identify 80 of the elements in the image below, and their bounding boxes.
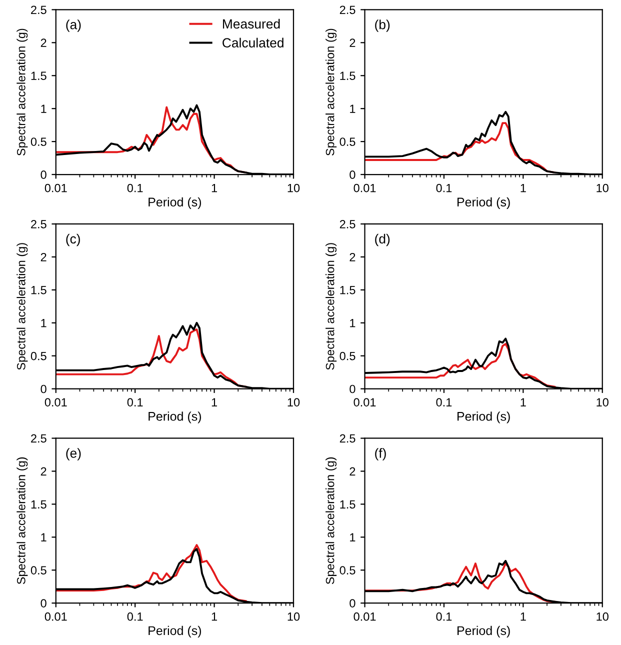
x-tick-label: 1: [212, 612, 217, 621]
y-tick-label: 1: [350, 533, 356, 542]
x-tick-label: 1: [520, 398, 526, 406]
x-tick-label: 0.1: [127, 184, 143, 192]
y-tick-label: 2: [40, 38, 46, 47]
y-tick-label: 1.5: [340, 500, 356, 509]
y-tick-label: 2: [40, 252, 46, 262]
y-axis-title: Spectral acceleration (g): [16, 457, 28, 584]
y-tick-label: 1.5: [31, 500, 46, 509]
annotation: (a): [66, 20, 81, 32]
x-axis-title: Period (s): [148, 197, 202, 209]
y-tick-label: 0: [40, 599, 46, 608]
y-tick-label: 1.5: [340, 286, 356, 294]
y-tick-label: 1: [41, 319, 46, 328]
y-tick-label: 1.5: [31, 286, 46, 294]
y-axis-title: Spectral acceleration (g): [16, 28, 28, 156]
x-tick-label: 0.01: [354, 398, 376, 406]
x-tick-label: 0.1: [127, 398, 143, 406]
x-axis-title: Period (s): [148, 626, 202, 638]
x-tick-label: 0.1: [127, 612, 143, 621]
x-tick-label: 0.01: [354, 184, 376, 192]
y-tick-label: 1: [41, 104, 46, 113]
y-axis-title: Spectral acceleration (g): [16, 243, 28, 370]
x-tick-label: 0.01: [354, 612, 376, 621]
y-tick-label: 1.5: [31, 72, 46, 80]
annotation: (f): [375, 448, 386, 460]
x-axis-title: Period (s): [148, 412, 202, 424]
y-tick-label: 2.5: [31, 434, 46, 443]
x-axis-title: Period (s): [458, 197, 510, 209]
y-tick-label: 2.5: [340, 6, 356, 14]
annotation: (d): [375, 234, 390, 246]
x-tick-label: 1: [520, 612, 526, 621]
y-tick-label: 0.5: [30, 352, 46, 360]
y-tick-label: 2: [350, 38, 356, 47]
x-tick-label: 10: [288, 184, 300, 192]
annotation: (c): [66, 234, 80, 246]
x-tick-label: 0.01: [44, 184, 67, 192]
legend-label: Calculated: [222, 38, 284, 48]
x-tick-label: 10: [596, 184, 608, 192]
y-tick-label: 0.5: [340, 352, 356, 360]
legend-label: Measured: [222, 18, 280, 29]
y-tick-label: 2: [40, 467, 46, 476]
y-tick-label: 0: [350, 170, 356, 179]
y-tick-label: 2.5: [31, 6, 46, 14]
y-tick-label: 1.5: [340, 72, 356, 80]
y-tick-label: 2.5: [340, 434, 356, 443]
y-axis-title: Spectral acceleration (g): [326, 457, 337, 584]
y-tick-label: 2.5: [31, 220, 46, 228]
y-tick-label: 2: [350, 252, 356, 262]
y-tick-label: 2: [350, 467, 356, 476]
y-tick-label: 0.5: [30, 566, 46, 574]
y-axis-title: Spectral acceleration (g): [326, 243, 337, 370]
x-tick-label: 1: [212, 184, 217, 192]
x-tick-label: 0.1: [436, 398, 452, 406]
y-tick-label: 0.5: [30, 138, 46, 146]
x-tick-label: 0.1: [436, 184, 452, 192]
x-axis-title: Period (s): [458, 626, 510, 638]
y-tick-label: 0: [350, 599, 356, 608]
x-tick-label: 10: [288, 612, 300, 621]
y-tick-label: 0: [40, 170, 46, 179]
x-axis-title: Period (s): [458, 412, 510, 424]
x-tick-label: 1: [520, 184, 526, 192]
y-tick-label: 0.5: [340, 138, 356, 146]
y-tick-label: 0.5: [340, 566, 356, 574]
x-tick-label: 0.01: [44, 398, 67, 406]
y-tick-label: 0: [40, 384, 46, 394]
y-tick-label: 2.5: [340, 220, 356, 228]
x-tick-label: 10: [596, 612, 608, 621]
y-tick-label: 1: [350, 104, 356, 113]
annotation: (b): [375, 20, 390, 32]
x-tick-label: 1: [212, 398, 217, 406]
y-tick-label: 1: [41, 533, 46, 542]
y-axis-title: Spectral acceleration (g): [326, 28, 337, 156]
x-tick-label: 0.01: [44, 612, 67, 621]
y-tick-label: 1: [350, 319, 356, 328]
x-tick-label: 0.1: [436, 612, 452, 621]
annotation: (e): [66, 448, 81, 460]
x-tick-label: 10: [288, 398, 300, 406]
y-tick-label: 0: [350, 384, 356, 394]
x-tick-label: 10: [596, 398, 608, 406]
